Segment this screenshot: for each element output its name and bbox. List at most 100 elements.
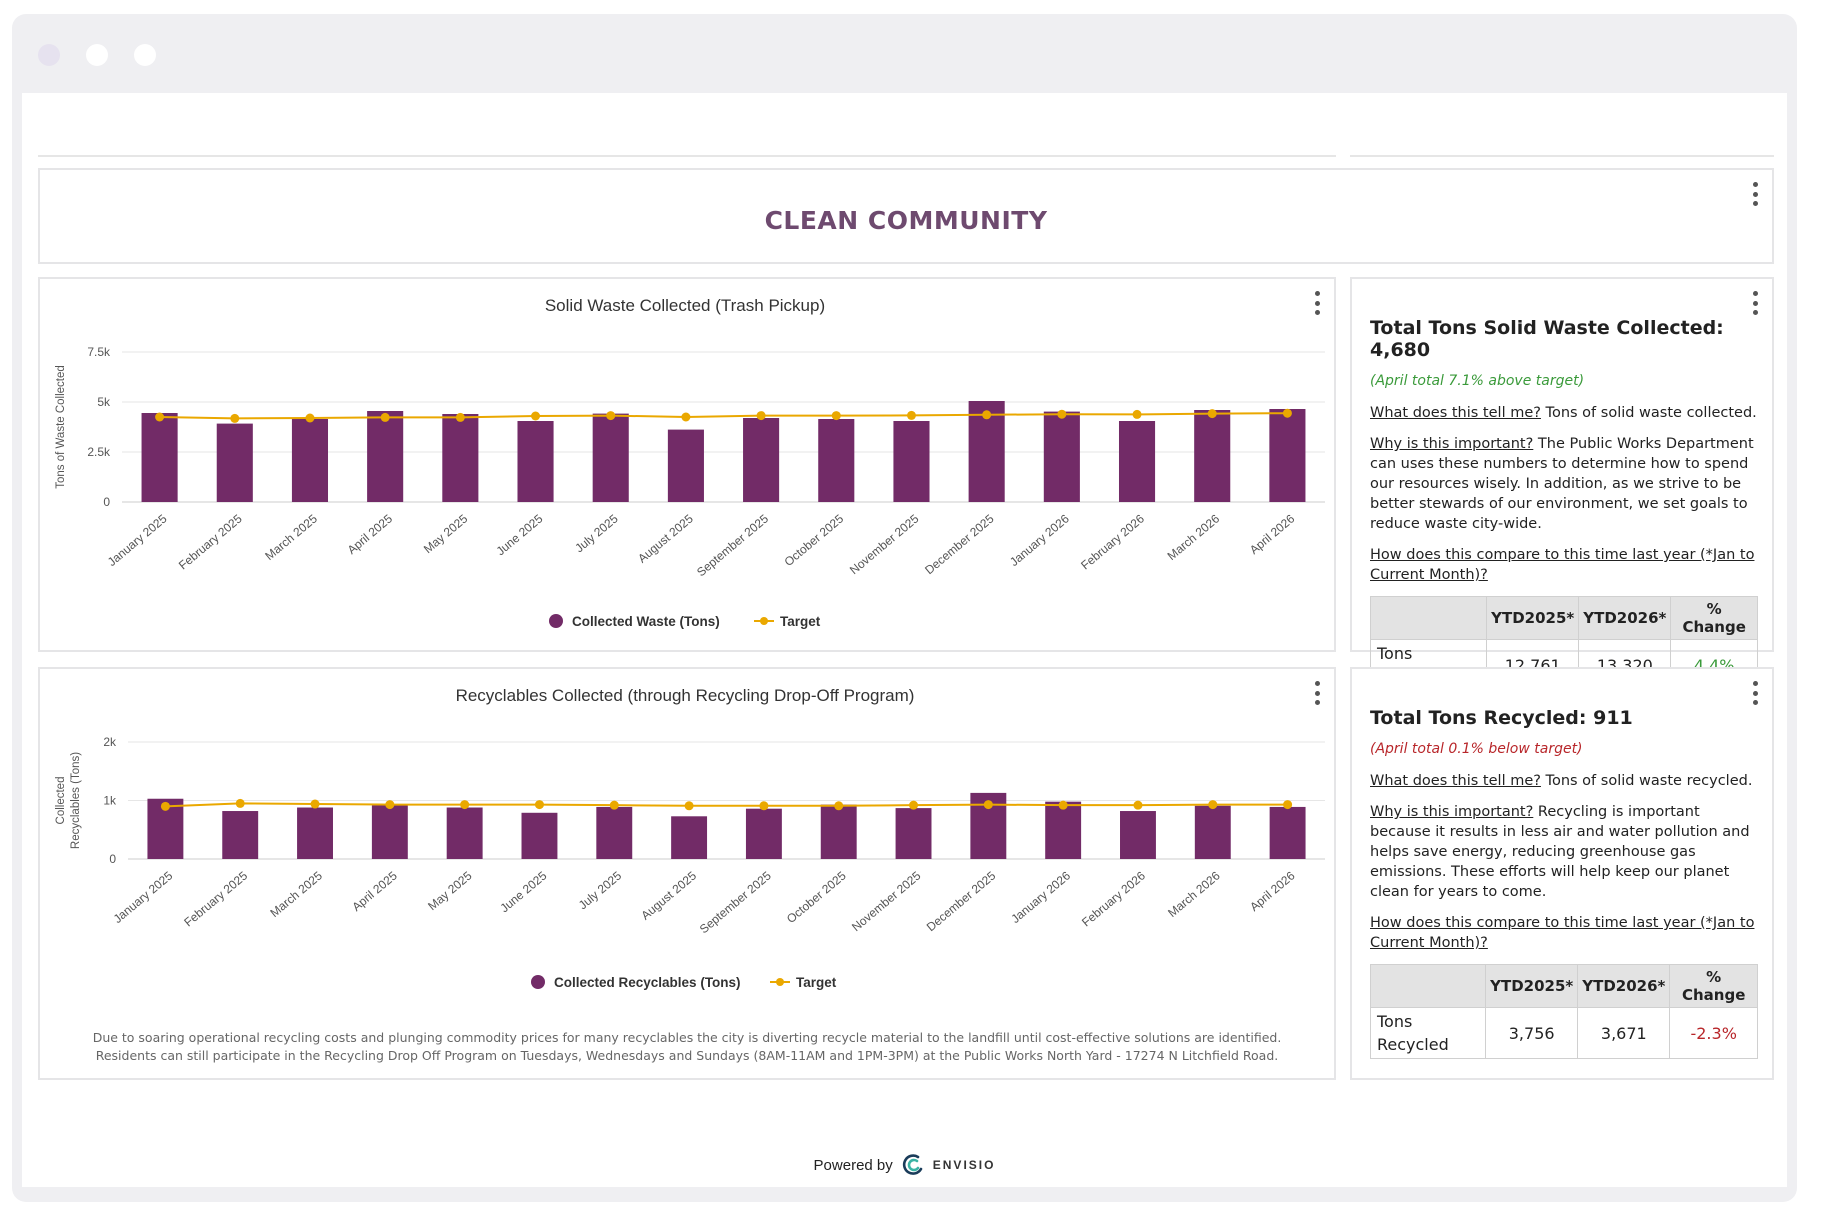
table-header: % Change (1669, 964, 1758, 1008)
question-text: What does this tell me? (1370, 773, 1541, 789)
question-text: Why is this important? (1370, 436, 1534, 452)
powered-by-footer: Powered by ENVISIO (22, 1153, 1787, 1177)
bar (671, 816, 708, 859)
x-tick-label: February 2026 (1078, 511, 1147, 572)
y-tick-label: 0 (109, 852, 116, 866)
target-point (983, 800, 993, 810)
bar (592, 413, 629, 502)
powered-by-text: Powered by (813, 1156, 893, 1174)
x-tick-label: June 2025 (497, 868, 549, 915)
y-tick-label: 2.5k (87, 445, 111, 459)
target-point (160, 801, 170, 811)
bar (895, 808, 932, 859)
bar (517, 421, 554, 502)
legend-line-marker-dot (776, 978, 784, 986)
info-paragraph: What does this tell me? Tons of solid wa… (1370, 771, 1758, 791)
info-paragraph: Why is this important? The Public Works … (1370, 434, 1758, 534)
x-tick-label: January 2026 (1007, 511, 1072, 569)
target-point (1282, 408, 1292, 418)
solid-waste-info-panel: Total Tons Solid Waste Collected: 4,680 … (1350, 277, 1774, 691)
bar (820, 804, 857, 859)
x-tick-label: December 2025 (924, 868, 999, 934)
solid-waste-chart: Solid Waste Collected (Trash Pickup) Tons… (55, 296, 1325, 629)
x-tick-label: January 2025 (105, 511, 170, 569)
window-control-dot[interactable] (38, 44, 60, 66)
legend-line-marker-dot (760, 617, 768, 625)
target-point (230, 413, 240, 423)
target-point (534, 800, 544, 810)
target-line (165, 802, 1288, 808)
more-options-icon[interactable] (1752, 291, 1758, 315)
more-options-icon[interactable] (1752, 681, 1758, 705)
x-tick-label: July 2025 (576, 868, 625, 912)
y-tick-label: 0 (103, 495, 110, 509)
bar (1043, 411, 1080, 502)
window-control-dot[interactable] (134, 44, 156, 66)
target-point (831, 411, 841, 421)
recyclables-chart-panel: Recyclables Collected (through Recycling… (38, 667, 1336, 1080)
target-point (756, 411, 766, 421)
table-header (1369, 596, 1488, 640)
bar (745, 808, 782, 859)
target-point (310, 799, 320, 809)
more-options-icon[interactable] (1314, 681, 1320, 705)
bar (222, 811, 259, 859)
x-tick-label: September 2025 (694, 511, 771, 579)
y-axis-label: Recyclables (Tons) (70, 752, 82, 849)
y-axis-label: Collected (55, 777, 67, 825)
table-row: Tons Recycled 3,756 3,671 -2.3% (1369, 1007, 1758, 1059)
bar (818, 419, 855, 502)
target-point (455, 412, 465, 422)
info-title: Total Tons Recycled: 911 (1370, 707, 1633, 729)
comparison-question: How does this compare to this time last … (1370, 915, 1755, 951)
target-note: (April total 7.1% above target) (1370, 373, 1585, 389)
target-point (1057, 409, 1067, 419)
percent-change-value: -2.3% (1669, 1007, 1758, 1059)
target-point (684, 801, 694, 811)
answer-text: Tons of solid waste recycled. (1540, 773, 1753, 789)
x-tick-label: January 2026 (1008, 868, 1073, 926)
x-tick-label: August 2025 (638, 868, 699, 922)
x-tick-label: April 2025 (349, 868, 400, 914)
legend-label: Target (780, 614, 821, 629)
table-header: YTD2026* (1578, 596, 1672, 640)
x-tick-label: February 2025 (176, 511, 245, 572)
target-point (606, 411, 616, 421)
table-header: % Change (1670, 596, 1758, 640)
bar (1120, 811, 1156, 859)
recycling-footnote: Due to soaring operational recycling cos… (92, 1030, 1282, 1063)
table-header (1369, 964, 1487, 1008)
target-point (305, 413, 315, 423)
target-point (909, 800, 919, 810)
target-point (460, 800, 470, 810)
target-point (759, 801, 769, 811)
bar (367, 411, 404, 502)
legend-label: Target (796, 975, 837, 990)
target-point (1283, 800, 1293, 810)
target-point (1132, 409, 1142, 419)
table-header-row: YTD2025* YTD2026* % Change (1369, 596, 1758, 640)
target-point (531, 411, 541, 421)
title-panel: CLEAN COMMUNITY (38, 168, 1774, 264)
chart-title: Solid Waste Collected (Trash Pickup) (545, 296, 825, 315)
x-tick-label: March 2025 (267, 868, 325, 920)
x-tick-label: April 2026 (1247, 511, 1298, 557)
bar (1045, 801, 1082, 859)
window-control-dot[interactable] (86, 44, 108, 66)
bar (442, 414, 479, 502)
x-tick-label: January 2025 (111, 868, 176, 926)
y-axis-label: Tons of Waste Collected (55, 365, 67, 489)
y-tick-label: 1k (103, 794, 117, 808)
more-options-icon[interactable] (1752, 182, 1758, 206)
y-tick-label: 2k (103, 735, 117, 749)
x-tick-label: March 2026 (1165, 868, 1223, 920)
recyclables-chart: Recyclables Collected (through Recycling… (55, 686, 1325, 990)
bar (446, 807, 483, 859)
info-paragraph: Why is this important? Recycling is impo… (1370, 802, 1758, 902)
target-point (681, 412, 691, 422)
y-tick-label: 7.5k (87, 345, 111, 359)
ytd2025-value: 3,756 (1485, 1007, 1579, 1059)
target-point (155, 412, 165, 422)
more-options-icon[interactable] (1314, 291, 1320, 315)
target-point (1208, 800, 1218, 810)
